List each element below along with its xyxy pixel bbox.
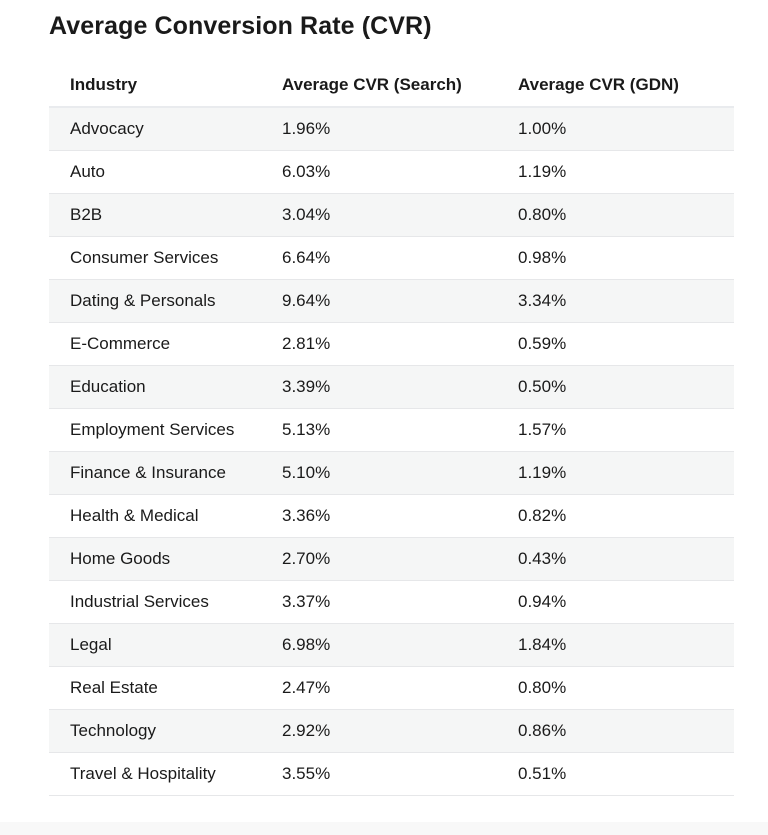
gdn-cvr-cell: 0.94% (518, 580, 734, 624)
industry-cell: E-Commerce (49, 322, 282, 366)
search-cvr-cell: 6.64% (282, 236, 518, 280)
search-cvr-cell: 6.03% (282, 150, 518, 194)
table-row: Home Goods 2.70% 0.43% (49, 537, 734, 581)
industry-cell: Legal (49, 623, 282, 667)
search-cvr-cell: 2.70% (282, 537, 518, 581)
footer-strip (0, 822, 768, 835)
industry-cell: Travel & Hospitality (49, 752, 282, 796)
gdn-cvr-cell: 0.51% (518, 752, 734, 796)
table-header-row: Industry Average CVR (Search) Average CV… (49, 64, 734, 108)
search-cvr-cell: 3.37% (282, 580, 518, 624)
search-cvr-cell: 2.92% (282, 709, 518, 753)
gdn-cvr-cell: 0.98% (518, 236, 734, 280)
industry-cell: Dating & Personals (49, 279, 282, 323)
cvr-table: Industry Average CVR (Search) Average CV… (49, 64, 734, 796)
page-title: Average Conversion Rate (CVR) (49, 12, 432, 40)
table-row: Employment Services 5.13% 1.57% (49, 408, 734, 452)
industry-cell: B2B (49, 193, 282, 237)
search-cvr-cell: 2.81% (282, 322, 518, 366)
table-row: Finance & Insurance 5.10% 1.19% (49, 451, 734, 495)
table-row: Industrial Services 3.37% 0.94% (49, 580, 734, 624)
table-row: Real Estate 2.47% 0.80% (49, 666, 734, 710)
table-row: Consumer Services 6.64% 0.98% (49, 236, 734, 280)
table-row: Travel & Hospitality 3.55% 0.51% (49, 752, 734, 796)
industry-cell: Consumer Services (49, 236, 282, 280)
search-cvr-cell: 3.36% (282, 494, 518, 538)
gdn-cvr-cell: 0.82% (518, 494, 734, 538)
table-row: B2B 3.04% 0.80% (49, 193, 734, 237)
gdn-cvr-cell: 1.00% (518, 107, 734, 151)
industry-cell: Advocacy (49, 107, 282, 151)
industry-cell: Finance & Insurance (49, 451, 282, 495)
industry-cell: Real Estate (49, 666, 282, 710)
search-cvr-cell: 9.64% (282, 279, 518, 323)
gdn-cvr-cell: 0.86% (518, 709, 734, 753)
column-header-industry: Industry (49, 64, 282, 108)
table-row: Legal 6.98% 1.84% (49, 623, 734, 667)
gdn-cvr-cell: 0.80% (518, 193, 734, 237)
industry-cell: Auto (49, 150, 282, 194)
search-cvr-cell: 6.98% (282, 623, 518, 667)
table-row: Health & Medical 3.36% 0.82% (49, 494, 734, 538)
industry-cell: Industrial Services (49, 580, 282, 624)
gdn-cvr-cell: 0.80% (518, 666, 734, 710)
gdn-cvr-cell: 1.19% (518, 150, 734, 194)
table-row: E-Commerce 2.81% 0.59% (49, 322, 734, 366)
column-header-search: Average CVR (Search) (282, 64, 518, 108)
table-row: Dating & Personals 9.64% 3.34% (49, 279, 734, 323)
industry-cell: Health & Medical (49, 494, 282, 538)
industry-cell: Education (49, 365, 282, 409)
search-cvr-cell: 1.96% (282, 107, 518, 151)
industry-cell: Employment Services (49, 408, 282, 452)
gdn-cvr-cell: 1.84% (518, 623, 734, 667)
table-row: Technology 2.92% 0.86% (49, 709, 734, 753)
table-row: Auto 6.03% 1.19% (49, 150, 734, 194)
search-cvr-cell: 2.47% (282, 666, 518, 710)
search-cvr-cell: 5.10% (282, 451, 518, 495)
table-row: Education 3.39% 0.50% (49, 365, 734, 409)
gdn-cvr-cell: 0.59% (518, 322, 734, 366)
gdn-cvr-cell: 0.50% (518, 365, 734, 409)
search-cvr-cell: 5.13% (282, 408, 518, 452)
gdn-cvr-cell: 0.43% (518, 537, 734, 581)
table-row: Advocacy 1.96% 1.00% (49, 107, 734, 151)
industry-cell: Technology (49, 709, 282, 753)
column-header-gdn: Average CVR (GDN) (518, 64, 734, 108)
search-cvr-cell: 3.55% (282, 752, 518, 796)
gdn-cvr-cell: 3.34% (518, 279, 734, 323)
search-cvr-cell: 3.04% (282, 193, 518, 237)
search-cvr-cell: 3.39% (282, 365, 518, 409)
gdn-cvr-cell: 1.57% (518, 408, 734, 452)
gdn-cvr-cell: 1.19% (518, 451, 734, 495)
industry-cell: Home Goods (49, 537, 282, 581)
